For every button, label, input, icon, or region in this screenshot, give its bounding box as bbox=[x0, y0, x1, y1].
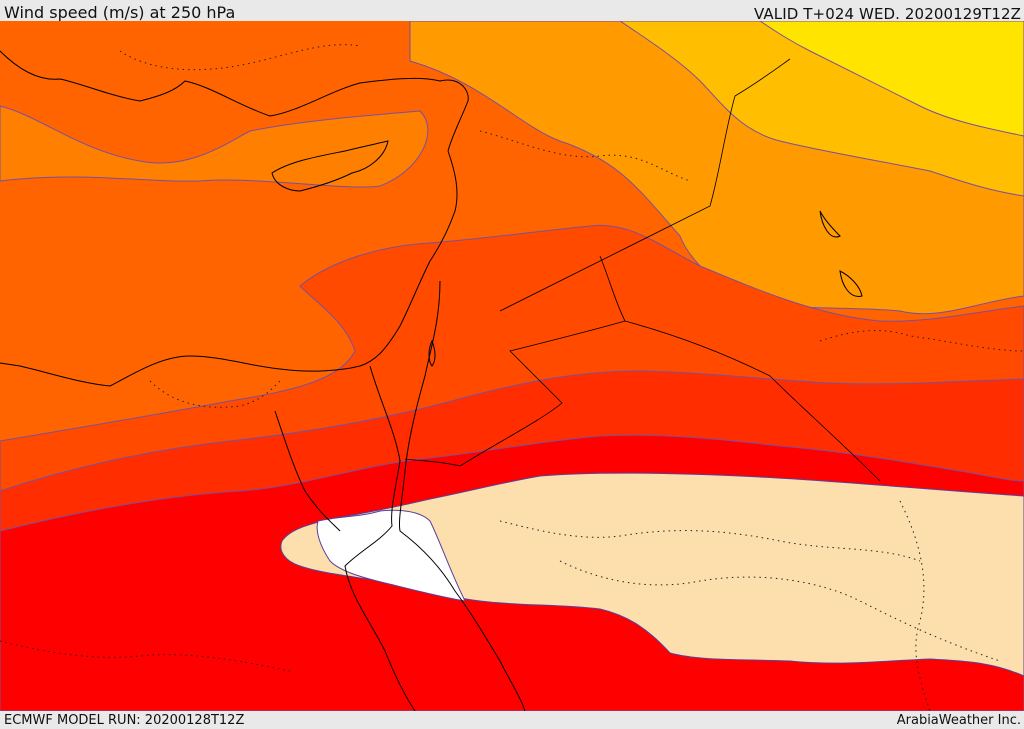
band-white bbox=[316, 509, 466, 602]
turkey-coastline bbox=[0, 50, 469, 152]
valid-time-label: VALID T+024 WED. 20200129T12Z bbox=[754, 5, 1021, 23]
red-sea-west-shore bbox=[344, 365, 416, 711]
border-lines bbox=[404, 58, 881, 482]
footer-bar: ECMWF MODEL RUN: 20200128T12Z ArabiaWeat… bbox=[0, 711, 1024, 729]
dotted-boundaries bbox=[0, 44, 1024, 711]
dead-sea bbox=[428, 339, 436, 367]
model-run-label: ECMWF MODEL RUN: 20200128T12Z bbox=[4, 713, 245, 728]
band-yellow bbox=[759, 21, 1024, 137]
map-canvas bbox=[0, 21, 1024, 711]
red-sea-east-shore bbox=[399, 280, 526, 711]
levant-coastline bbox=[0, 150, 458, 387]
header-bar: Wind speed (m/s) at 250 hPa VALID T+024 … bbox=[0, 0, 1024, 23]
wind-speed-map[interactable] bbox=[0, 21, 1024, 711]
credit-label: ArabiaWeather Inc. bbox=[896, 713, 1021, 728]
cyprus-island bbox=[271, 140, 389, 192]
gulf-of-suez bbox=[274, 410, 341, 532]
band-orange-north bbox=[0, 105, 429, 188]
map-title: Wind speed (m/s) at 250 hPa bbox=[4, 3, 236, 22]
gulf-coastline bbox=[819, 210, 863, 297]
